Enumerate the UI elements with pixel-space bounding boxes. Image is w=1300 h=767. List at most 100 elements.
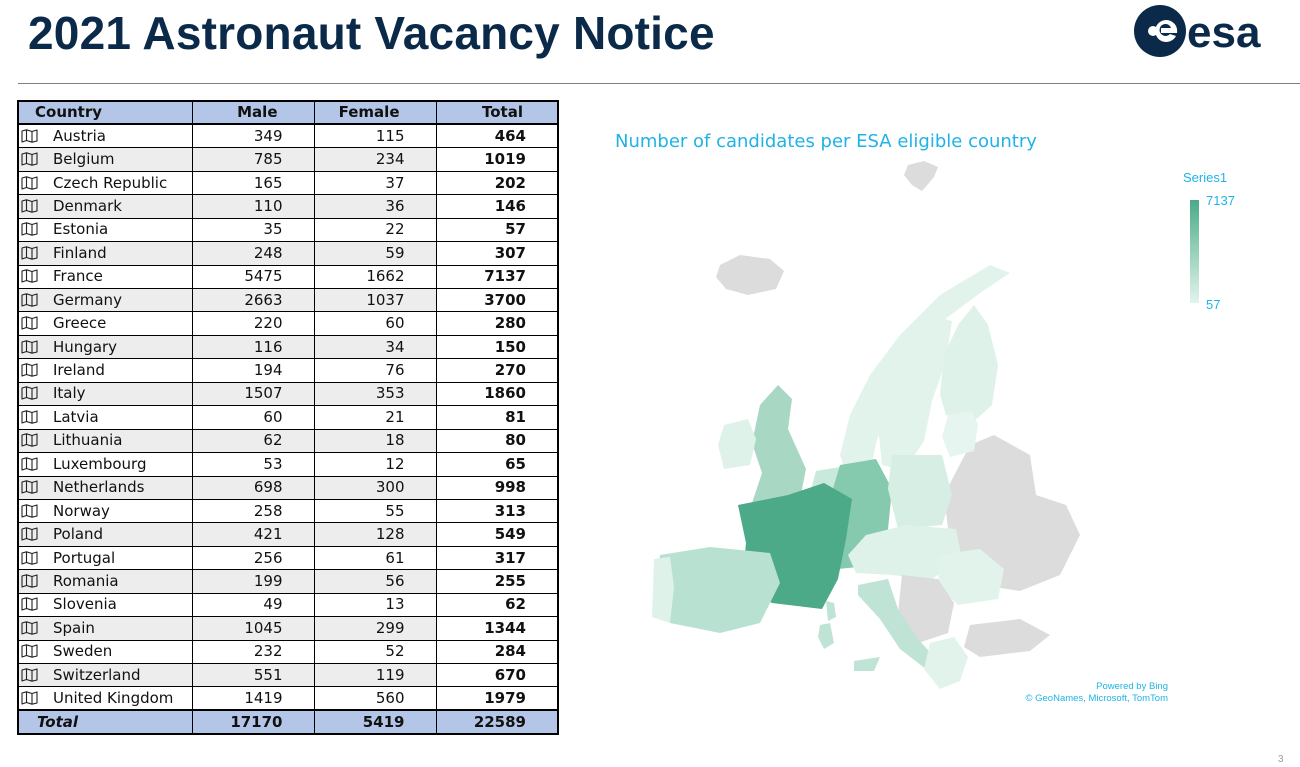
country-name: Slovenia — [53, 595, 117, 614]
cell-male: 194 — [191, 358, 315, 383]
cell-male: 62 — [191, 428, 315, 454]
cell-total: 150 — [435, 334, 559, 360]
map-icon — [21, 644, 38, 659]
map-icon — [21, 129, 38, 143]
cell-male: 49 — [191, 592, 315, 618]
table-row: France 5475 1662 7137 — [17, 264, 559, 290]
map-icon — [21, 480, 38, 494]
table-row: Sweden 232 52 284 — [17, 639, 559, 665]
cell-country: Greece — [17, 311, 193, 336]
cell-country: Slovenia — [17, 592, 193, 618]
cell-female: 55 — [313, 498, 437, 524]
country-name: Latvia — [53, 407, 99, 426]
cell-male: 248 — [191, 241, 315, 266]
map-icon — [21, 222, 38, 237]
cell-country: Lithuania — [17, 428, 193, 454]
map-icon — [21, 503, 38, 518]
page-title: 2021 Astronaut Vacancy Notice — [28, 7, 715, 59]
cell-total: 464 — [435, 123, 559, 149]
cell-female: 299 — [313, 616, 437, 641]
map-region-portugal — [652, 557, 674, 623]
cell-country: Ireland — [17, 358, 193, 383]
cell-female: 36 — [313, 194, 437, 219]
country-name: Greece — [53, 314, 107, 333]
map-region-romania — [938, 549, 1004, 605]
cell-total: 65 — [435, 452, 559, 477]
map-icon — [21, 597, 38, 612]
table-row: Slovenia 49 13 62 — [17, 592, 559, 618]
cell-total: 307 — [435, 241, 559, 266]
cell-female: 21 — [313, 405, 437, 430]
table-row: Ireland 194 76 270 — [17, 358, 559, 383]
cell-country: France — [17, 264, 193, 290]
cell-male: 1045 — [191, 616, 315, 641]
map-attribution: Powered by Bing © GeoNames, Microsoft, T… — [1022, 681, 1169, 705]
cell-country: Austria — [17, 123, 193, 149]
cell-female: 34 — [313, 334, 437, 360]
table-row: Finland 248 59 307 — [17, 241, 559, 266]
map-region-sweden — [878, 315, 952, 471]
cell-country: Norway — [17, 498, 193, 524]
cell-male: 258 — [191, 498, 315, 524]
cell-total: 1344 — [435, 616, 559, 641]
map-icon — [21, 621, 38, 635]
cell-male: 199 — [191, 569, 315, 594]
country-name: Germany — [53, 290, 122, 309]
cell-country: Portugal — [17, 545, 193, 571]
cell-total: 7137 — [435, 264, 559, 290]
map-region-ireland — [718, 419, 756, 469]
cell-male: 60 — [191, 405, 315, 430]
map-region-svalbard — [904, 161, 938, 191]
map-icon — [21, 410, 38, 424]
table-row: Switzerland 551 119 670 — [17, 662, 559, 688]
map-region-sicily — [854, 657, 880, 671]
country-name: Finland — [53, 243, 107, 262]
cell-female: 115 — [313, 123, 437, 149]
map-region-central — [848, 525, 962, 579]
country-name: Norway — [53, 501, 110, 520]
map-region-united-kingdom — [752, 385, 806, 509]
cell-female: 56 — [313, 569, 437, 594]
country-name: Switzerland — [53, 665, 141, 684]
table-row: Germany 2663 1037 3700 — [17, 287, 559, 313]
cell-male: 232 — [191, 639, 315, 665]
cell-total: 670 — [435, 662, 559, 688]
cell-male: 53 — [191, 452, 315, 477]
country-name: Denmark — [53, 196, 122, 215]
legend-min-value: 57 — [1206, 297, 1221, 312]
map-icon — [21, 246, 38, 260]
map-region-poland — [888, 455, 952, 529]
map-icon — [21, 433, 38, 448]
cell-male: 256 — [191, 545, 315, 571]
cell-country: Finland — [17, 241, 193, 266]
map-region-italy — [858, 579, 936, 669]
total-female: 5419 — [313, 709, 437, 735]
cell-female: 353 — [313, 381, 437, 407]
country-name: Estonia — [53, 220, 109, 239]
cell-male: 35 — [191, 217, 315, 243]
cell-total: 270 — [435, 358, 559, 383]
logo-wordmark: esa — [1187, 8, 1261, 57]
cell-total: 313 — [435, 498, 559, 524]
map-icon — [21, 269, 38, 284]
table-row: Luxembourg 53 12 65 — [17, 452, 559, 477]
table-row: Lithuania 62 18 80 — [17, 428, 559, 454]
cell-total: 146 — [435, 194, 559, 219]
cell-male: 220 — [191, 311, 315, 336]
total-total: 22589 — [435, 709, 559, 735]
cell-country: Spain — [17, 616, 193, 641]
cell-female: 1662 — [313, 264, 437, 290]
cell-total: 998 — [435, 475, 559, 500]
cell-total: 202 — [435, 170, 559, 196]
table-total-row: Total 17170 5419 22589 — [17, 709, 559, 735]
country-name: Ireland — [53, 361, 105, 380]
cell-female: 234 — [313, 147, 437, 172]
country-name: Poland — [53, 525, 104, 544]
table-row: Czech Republic 165 37 202 — [17, 170, 559, 196]
attribution-credits: © GeoNames, Microsoft, TomTom — [1025, 693, 1169, 704]
legend-title: Series1 — [1183, 170, 1228, 185]
map-icon — [21, 691, 38, 705]
cell-country: Hungary — [17, 334, 193, 360]
title-divider — [18, 83, 1300, 84]
cell-male: 785 — [191, 147, 315, 172]
